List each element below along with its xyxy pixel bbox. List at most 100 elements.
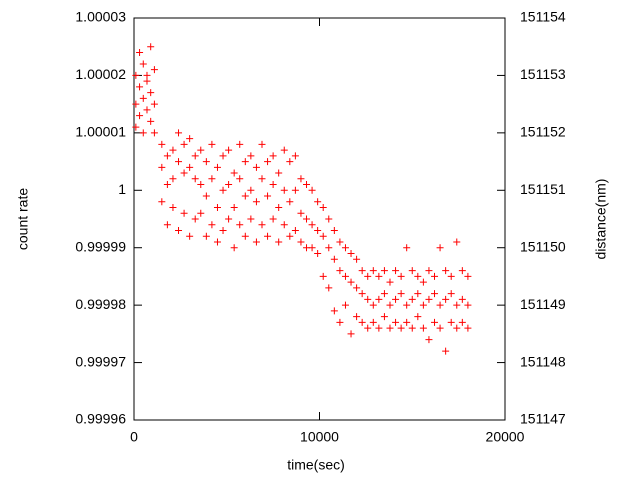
point	[147, 117, 155, 125]
point	[392, 267, 400, 275]
point	[132, 100, 140, 108]
point	[169, 146, 177, 154]
point	[347, 278, 355, 286]
point	[442, 267, 450, 275]
y2-tick-label: 151152	[520, 124, 566, 140]
point	[136, 83, 144, 91]
point	[208, 140, 216, 148]
y2-tick-label: 151154	[520, 9, 566, 25]
point	[191, 152, 199, 160]
y-axis-label: count rate	[15, 188, 31, 250]
point	[453, 301, 461, 309]
point	[447, 272, 455, 280]
point	[158, 140, 166, 148]
point	[375, 324, 383, 332]
point	[397, 272, 405, 280]
point	[364, 295, 372, 303]
point	[308, 244, 316, 252]
point	[252, 163, 260, 171]
point	[386, 278, 394, 286]
point	[464, 272, 472, 280]
point	[219, 186, 227, 194]
x-tick-label: 20000	[486, 429, 525, 445]
point	[275, 169, 283, 177]
point	[286, 158, 294, 166]
point	[225, 215, 233, 223]
point	[347, 330, 355, 338]
point	[431, 290, 439, 298]
point	[202, 232, 210, 240]
point	[336, 238, 344, 246]
y2-axis-label: distance(nm)	[593, 179, 609, 260]
point	[147, 89, 155, 97]
point	[330, 255, 338, 263]
point	[425, 295, 433, 303]
point	[341, 301, 349, 309]
point	[158, 163, 166, 171]
point	[325, 215, 333, 223]
point	[180, 209, 188, 217]
point	[191, 215, 199, 223]
y2-tick-label: 151151	[520, 181, 566, 197]
point	[275, 238, 283, 246]
point	[291, 152, 299, 160]
point	[280, 221, 288, 229]
point	[241, 232, 249, 240]
point	[308, 186, 316, 194]
point	[397, 324, 405, 332]
point	[397, 290, 405, 298]
point	[136, 48, 144, 56]
point	[169, 175, 177, 183]
point	[269, 152, 277, 160]
point	[236, 140, 244, 148]
point	[132, 123, 140, 131]
point	[213, 163, 221, 171]
point	[453, 324, 461, 332]
plot-frame	[133, 17, 506, 421]
point	[213, 238, 221, 246]
point	[436, 244, 444, 252]
point	[191, 175, 199, 183]
point	[180, 140, 188, 148]
point	[258, 221, 266, 229]
point	[408, 295, 416, 303]
point	[442, 347, 450, 355]
point	[291, 226, 299, 234]
point	[175, 226, 183, 234]
point	[458, 267, 466, 275]
point	[319, 232, 327, 240]
point	[169, 204, 177, 212]
point	[403, 244, 411, 252]
point	[219, 152, 227, 160]
point	[163, 152, 171, 160]
point	[447, 318, 455, 326]
point	[208, 175, 216, 183]
y-tick-label: 0.99999	[75, 238, 126, 254]
point	[408, 324, 416, 332]
point	[386, 324, 394, 332]
point	[375, 295, 383, 303]
point	[325, 284, 333, 292]
point	[186, 163, 194, 171]
point	[314, 226, 322, 234]
point	[380, 313, 388, 321]
point	[380, 290, 388, 298]
point	[202, 158, 210, 166]
point	[150, 100, 158, 108]
point	[408, 267, 416, 275]
point	[213, 204, 221, 212]
point	[358, 267, 366, 275]
y-tick-label: 0.99997	[75, 353, 126, 369]
point	[175, 158, 183, 166]
point	[280, 186, 288, 194]
point	[147, 43, 155, 51]
point	[436, 324, 444, 332]
point	[353, 284, 361, 292]
point	[319, 204, 327, 212]
point	[230, 204, 238, 212]
point	[353, 255, 361, 263]
point	[269, 181, 277, 189]
point	[236, 221, 244, 229]
point	[225, 181, 233, 189]
point	[297, 175, 305, 183]
